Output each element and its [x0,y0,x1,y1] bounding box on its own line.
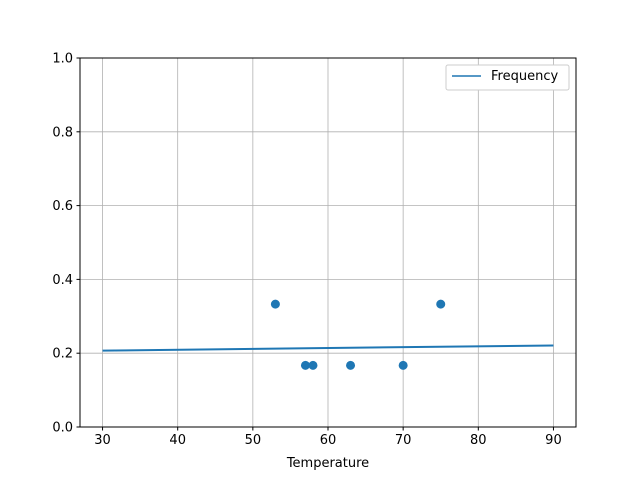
ticks: 30 40 50 60 70 80 90 0.0 0.2 0.4 0.6 0.8 1.0 [52,52,561,449]
legend-label: Frequency [491,69,558,84]
x-tick-label: 80 [470,433,487,448]
x-axis-label: Temperature [286,456,369,471]
scatter-point [398,360,408,370]
series [102,299,554,370]
grid [80,57,576,428]
scatter-point [436,299,446,309]
x-tick-label: 90 [545,433,562,448]
x-tick-label: 60 [320,433,337,448]
legend: Frequency [445,64,570,91]
y-tick-label: 0.8 [52,125,73,140]
x-tick-label: 50 [245,433,262,448]
y-tick-label: 1.0 [52,52,73,67]
y-tick-label: 0.2 [52,347,73,362]
x-tick-label: 70 [395,433,412,448]
scatter-point [308,360,318,370]
y-tick-label: 0.6 [52,199,73,214]
y-tick-label: 0.0 [52,421,73,436]
legend-box [445,64,570,91]
scatter-point [270,299,280,309]
scatter-point [346,360,356,370]
y-tick-label: 0.4 [52,273,73,288]
x-tick-label: 30 [94,433,111,448]
scatter-point [300,360,310,370]
frequency-line [102,344,554,352]
x-tick-label: 40 [169,433,186,448]
